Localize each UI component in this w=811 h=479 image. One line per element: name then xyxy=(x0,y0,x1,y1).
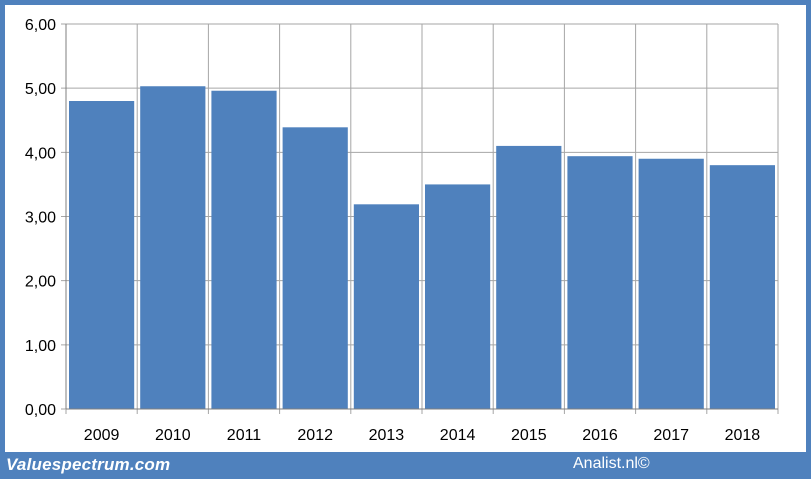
bar-2010 xyxy=(140,86,206,409)
y-tick-label: 5,00 xyxy=(25,81,56,98)
y-tick-label: 3,00 xyxy=(25,210,56,227)
footer-bar xyxy=(0,452,811,479)
axes xyxy=(65,24,778,410)
x-tick-label: 2013 xyxy=(369,427,405,444)
x-tick-label: 2014 xyxy=(440,427,476,444)
bar-chart: 0,00 1,00 2,00 3,00 4,00 5,00 6,00 2009 2010 201… xyxy=(25,17,779,444)
x-tick-label: 2009 xyxy=(84,427,120,444)
bar-2012 xyxy=(282,127,348,409)
bar-2018 xyxy=(709,165,775,409)
y-tick-label: 1,00 xyxy=(25,338,56,355)
x-tick-label: 2018 xyxy=(725,427,761,444)
bar-2014 xyxy=(425,184,491,409)
x-tick-label: 2016 xyxy=(582,427,618,444)
bar-2017 xyxy=(638,158,704,409)
y-tick-label: 0,00 xyxy=(25,402,56,419)
x-axis-tick-labels: 2009 2010 2011 2012 2013 2014 2015 2016 2017 2018 xyxy=(84,427,760,444)
bar-2011 xyxy=(211,90,277,409)
valuespectrum-brand[interactable]: Valuespectrum.com xyxy=(6,455,171,474)
bars xyxy=(69,86,775,409)
bar-2009 xyxy=(69,101,135,409)
x-tick-label: 2015 xyxy=(511,427,547,444)
y-axis-tick-labels: 0,00 1,00 2,00 3,00 4,00 5,00 6,00 xyxy=(25,17,56,419)
y-tick-label: 2,00 xyxy=(25,274,56,291)
bar-2013 xyxy=(353,204,419,409)
x-tick-label: 2012 xyxy=(297,427,333,444)
bar-2015 xyxy=(496,145,562,409)
bar-2016 xyxy=(567,156,633,409)
y-tick-label: 4,00 xyxy=(25,145,56,162)
analist-brand[interactable]: Analist.nl© xyxy=(573,455,650,472)
x-tick-label: 2017 xyxy=(653,427,689,444)
x-tick-label: 2010 xyxy=(155,427,191,444)
y-tick-label: 6,00 xyxy=(25,17,56,34)
x-tick-label: 2011 xyxy=(227,427,262,444)
